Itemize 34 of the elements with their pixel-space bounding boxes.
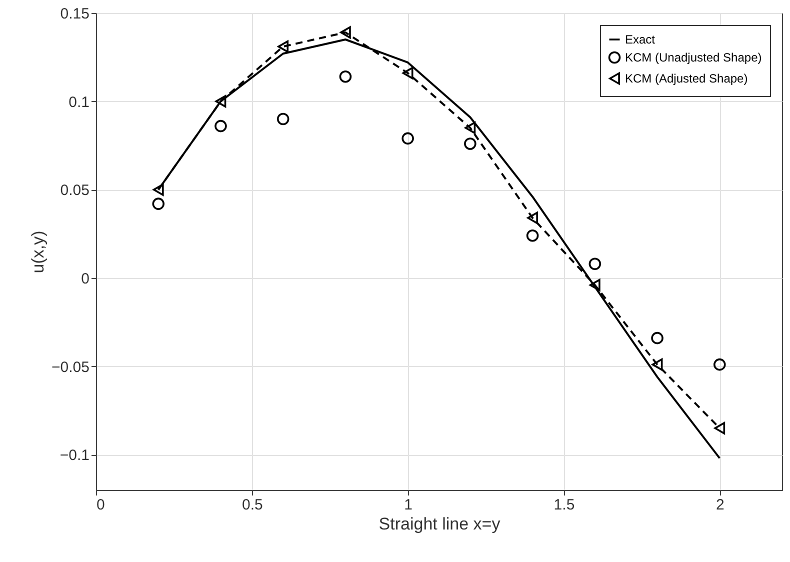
point (527, 212, 538, 224)
point (651, 332, 664, 344)
point (588, 258, 602, 270)
legend-label: KCM (Unadjusted Shape) (625, 50, 762, 64)
x-tick-label: 0 (96, 496, 105, 514)
x-tick-label: 0.5 (242, 496, 263, 514)
y-axis-title: u(x,y) (28, 230, 48, 274)
point (714, 422, 726, 434)
y-tick-label: −0.05 (52, 358, 90, 376)
y-tick-label: −0.1 (60, 447, 90, 464)
x-tick-label: 1.5 (554, 496, 575, 514)
point (589, 278, 600, 292)
legend-label: KCM (Adjusted Shape) (625, 72, 748, 86)
y-tick-label: 0 (81, 270, 90, 288)
point (339, 70, 352, 83)
point (276, 112, 290, 126)
y-tick-label: 0.15 (60, 6, 90, 22)
x-tick-label: 2 (716, 496, 724, 514)
x-tick-label: 1 (404, 496, 412, 514)
point (464, 122, 476, 134)
point (402, 132, 414, 145)
y-tick-label: 0.1 (68, 94, 90, 111)
point (214, 120, 227, 132)
point (402, 66, 414, 80)
point (526, 229, 539, 242)
point (713, 358, 726, 371)
point (464, 138, 476, 150)
y-tick-label: 0.05 (60, 182, 90, 200)
point (340, 26, 351, 39)
point (152, 198, 165, 210)
point (652, 358, 663, 371)
x-axis-title: Straight line x=y (378, 514, 501, 534)
point (278, 40, 289, 53)
legend-label: Exact (625, 32, 656, 46)
